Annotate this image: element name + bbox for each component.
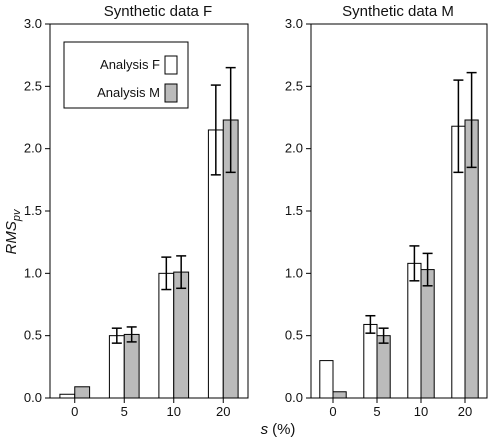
y-axis-title: RMSpv [3,208,23,254]
bar [363,323,378,399]
y-tick-label: 1.5 [285,203,303,218]
y-tick-label: 2.0 [285,141,303,156]
bar [376,335,391,399]
x-tick-label: 0 [71,404,78,419]
x-tick-label: 20 [216,404,230,419]
bar [74,386,91,399]
bar [108,335,125,399]
y-tick-label: 1.0 [24,265,42,280]
y-tick-label: 2.5 [24,78,42,93]
x-tick-label: 20 [458,404,472,419]
bar [123,333,140,399]
x-axis-title-var: s [261,421,269,438]
y-axis-title-main: RMS [3,221,20,254]
x-axis-title-unit: (%) [272,421,295,438]
y-tick-label: 0.5 [24,328,42,343]
y-tick-label: 3.0 [285,16,303,31]
y-tick-label: 0.5 [285,328,303,343]
legend-label-analysis-m: Analysis M [97,85,160,100]
y-tick-label: 2.0 [24,141,42,156]
bar [420,269,435,399]
bar [319,360,334,399]
x-tick-label: 10 [414,404,428,419]
bar [407,262,422,399]
panel-title-right: Synthetic data M [342,3,454,20]
legend-swatch-analysis-f [164,55,178,75]
y-tick-label: 3.0 [24,16,42,31]
y-tick-label: 1.0 [285,265,303,280]
bar [59,393,76,399]
x-tick-label: 10 [167,404,181,419]
y-tick-label: 0.0 [24,390,42,405]
legend-label-analysis-f: Analysis F [100,57,160,72]
y-tick-label: 2.5 [285,78,303,93]
panel-right: 0.0 0.5 1.0 1.5 2.0 2.5 3.0 0 5 10 20 [285,16,488,419]
y-axis-title-sub: pv [11,208,23,222]
legend: Analysis F Analysis M [63,41,189,109]
bar [332,391,347,399]
bar [158,272,175,399]
x-tick-label: 0 [329,404,336,419]
bar [173,271,190,399]
y-tick-label: 1.5 [24,203,42,218]
legend-swatch-analysis-m [164,83,178,103]
x-tick-label: 5 [373,404,380,419]
panel-left: 0.0 0.5 1.0 1.5 2.0 2.5 3.0 0 5 10 20 [24,16,249,419]
x-axis-title: s (%) [261,421,296,438]
panel-title-left: Synthetic data F [104,3,212,20]
x-tick-label: 5 [121,404,128,419]
y-tick-label: 0.0 [285,390,303,405]
